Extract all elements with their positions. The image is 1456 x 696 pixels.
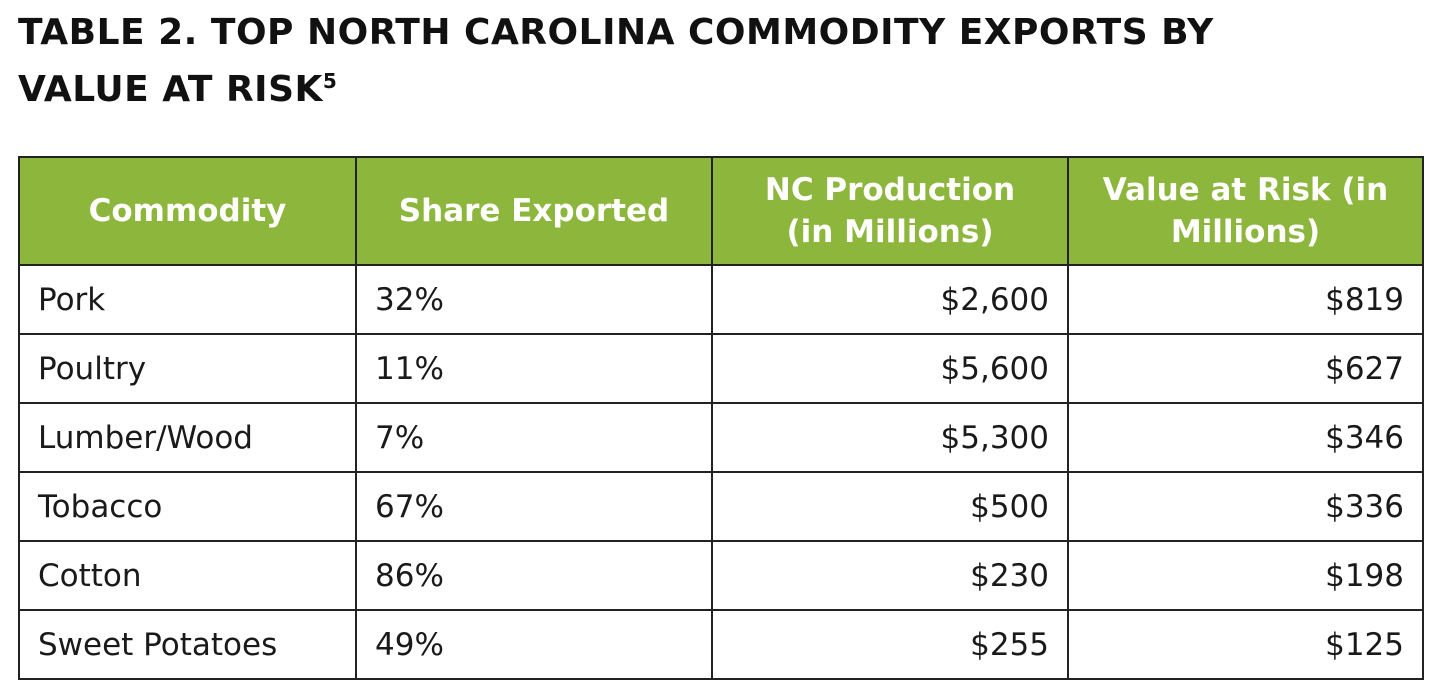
table-row: Pork 32% $2,600 $819 [18, 264, 1424, 335]
header-cell: Share Exported [355, 156, 713, 266]
table-cell: Tobacco [18, 471, 357, 542]
table-cell: Sweet Potatoes [18, 609, 357, 680]
table-row: Tobacco 67% $500 $336 [18, 471, 1424, 542]
table-cell: 67% [355, 471, 713, 542]
table-row: Cotton 86% $230 $198 [18, 540, 1424, 611]
table-cell: $5,600 [711, 333, 1069, 404]
table-cell: 49% [355, 609, 713, 680]
table-cell: 7% [355, 402, 713, 473]
table-cell: $2,600 [711, 264, 1069, 335]
header-cell: Commodity [18, 156, 357, 266]
table-cell: 11% [355, 333, 713, 404]
table-cell: Cotton [18, 540, 357, 611]
table-cell: $627 [1067, 333, 1424, 404]
table-cell: 32% [355, 264, 713, 335]
table-cell: $125 [1067, 609, 1424, 680]
table-cell: $336 [1067, 471, 1424, 542]
table-cell: $255 [711, 609, 1069, 680]
table: Commodity Share Exported NC Production (in… [18, 156, 1424, 680]
title: TABLE 2. TOP NORTH CAROLINA COMMODITY EX… [18, 4, 1348, 118]
table-cell: Pork [18, 264, 357, 335]
header-cell: Value at Risk (in Millions) [1067, 156, 1424, 266]
footnote-marker: 5 [322, 69, 338, 93]
table-row: Lumber/Wood 7% $5,300 $346 [18, 402, 1424, 473]
table-cell: $346 [1067, 402, 1424, 473]
header-cell: NC Production (in Millions) [711, 156, 1069, 266]
table-cell: $5,300 [711, 402, 1069, 473]
table-cell: Lumber/Wood [18, 402, 357, 473]
table-cell: $500 [711, 471, 1069, 542]
table-row: Poultry 11% $5,600 $627 [18, 333, 1424, 404]
table-cell: 86% [355, 540, 713, 611]
table-cell: Poultry [18, 333, 357, 404]
header-row: Commodity Share Exported NC Production (in… [18, 156, 1424, 266]
title-text: TABLE 2. TOP NORTH CAROLINA COMMODITY EX… [18, 12, 1214, 110]
table-row: Sweet Potatoes 49% $255 $125 [18, 609, 1424, 680]
table-cell: $198 [1067, 540, 1424, 611]
table-cell: $230 [711, 540, 1069, 611]
table-body: Pork 32% $2,600 $819 Poultry 11% $5,600 $627 Lum… [18, 264, 1424, 680]
table-cell: $819 [1067, 264, 1424, 335]
